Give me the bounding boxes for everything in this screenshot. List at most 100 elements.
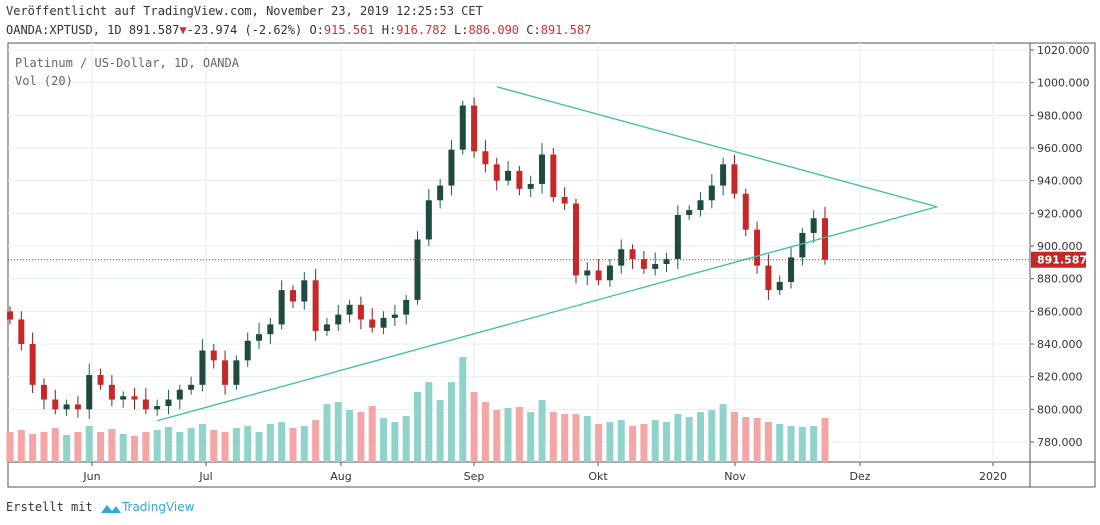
candle-body xyxy=(278,290,285,325)
candle-body xyxy=(210,350,217,361)
candle-body xyxy=(516,170,523,189)
volume-bar xyxy=(776,424,784,462)
volume-bar xyxy=(787,426,795,462)
candle-body xyxy=(52,399,59,410)
volume-bar xyxy=(719,404,727,462)
candle-body xyxy=(754,229,761,266)
volume-bar xyxy=(459,357,467,462)
volume-bar xyxy=(176,432,184,462)
volume-bar xyxy=(447,382,455,462)
volume-bar xyxy=(730,412,738,462)
volume-bar xyxy=(6,432,14,462)
low-label: L: xyxy=(454,23,469,37)
candle-body xyxy=(720,164,727,186)
down-triangle-icon: ▼ xyxy=(179,23,187,37)
last-price-label: 891.587 xyxy=(1037,254,1087,267)
candle-body xyxy=(142,399,149,410)
volume-bar xyxy=(595,424,603,462)
volume-bar xyxy=(402,416,410,462)
volume-bar xyxy=(663,422,671,462)
close-label: C: xyxy=(526,23,541,37)
volume-bar xyxy=(527,412,535,462)
price-tick-label: 920.000 xyxy=(1037,207,1083,220)
volume-bar xyxy=(583,416,591,462)
last-price: 891.587 xyxy=(128,23,180,37)
volume-bar xyxy=(74,432,82,462)
candle-body xyxy=(629,249,636,260)
high-value: 916.782 xyxy=(396,23,447,37)
tradingview-link[interactable]: TradingView xyxy=(121,500,195,514)
volume-bar xyxy=(312,420,320,462)
volume-bar xyxy=(63,435,71,462)
candle-body xyxy=(63,404,70,410)
time-tick-label: Jun xyxy=(82,470,100,483)
candle-body xyxy=(222,360,229,385)
price-tick-label: 1000.000 xyxy=(1037,77,1090,90)
volume-bar xyxy=(300,426,308,462)
candle-body xyxy=(108,384,115,400)
candle-body xyxy=(256,334,263,341)
candle-body xyxy=(584,270,591,276)
time-tick-label: Nov xyxy=(724,470,746,483)
volume-bar xyxy=(119,434,127,462)
candle-body xyxy=(188,384,195,390)
candle-body xyxy=(799,232,806,258)
candle-body xyxy=(7,311,13,320)
candle-body xyxy=(312,280,319,331)
volume-bar xyxy=(255,432,263,462)
candle-body xyxy=(425,200,432,240)
price-tick-label: 980.000 xyxy=(1037,109,1083,122)
volume-bar xyxy=(131,436,139,462)
high-label: H: xyxy=(381,23,397,37)
candle-body xyxy=(380,317,387,328)
volume-bar xyxy=(798,427,806,462)
candle-body xyxy=(505,170,512,181)
volume-bar xyxy=(108,429,116,462)
candle-body xyxy=(335,314,342,325)
volume-bar xyxy=(244,426,252,462)
time-tick-label: Dez xyxy=(849,470,870,483)
volume-bar xyxy=(17,430,25,462)
time-tick-label: 2020 xyxy=(979,470,1007,483)
legend-vol: Vol (20) xyxy=(15,74,73,88)
footer: Erstellt mit TradingView xyxy=(6,500,194,515)
price-tick-label: 800.000 xyxy=(1037,403,1083,416)
volume-bar xyxy=(764,422,772,462)
candle-body xyxy=(233,360,240,385)
volume-bar xyxy=(515,407,523,462)
volume-bar xyxy=(97,432,105,462)
volume-bar xyxy=(470,392,478,462)
time-tick-label: Okt xyxy=(588,470,608,483)
price-tick-label: 940.000 xyxy=(1037,175,1083,188)
candle-body xyxy=(86,375,93,410)
candle-body xyxy=(199,350,206,385)
volume-bar xyxy=(708,410,716,462)
candle-body xyxy=(357,304,364,320)
legend-title: Platinum / US-Dollar, 1D, OANDA xyxy=(15,56,240,70)
volume-bar xyxy=(164,427,172,462)
volume-bar xyxy=(629,426,637,462)
volume-bar xyxy=(85,426,93,462)
ohlc-line: OANDA:XPTUSD, 1D 891.587▼-23.974 (-2.62%… xyxy=(6,23,591,37)
time-tick-label: Jul xyxy=(198,470,212,483)
candle-body xyxy=(301,280,308,302)
volume-bar xyxy=(391,422,399,462)
candle-body xyxy=(822,218,828,260)
candle-body xyxy=(165,399,172,407)
volume-bar xyxy=(674,414,682,462)
candle-body xyxy=(674,214,681,260)
volume-bar xyxy=(51,428,59,462)
candle-body xyxy=(539,154,546,184)
volume-bar xyxy=(640,424,648,462)
candle-body xyxy=(527,183,534,189)
candle-body xyxy=(176,389,183,400)
candle-body xyxy=(493,164,500,181)
volume-bar xyxy=(606,422,614,462)
candle-body xyxy=(267,324,274,335)
candle-body xyxy=(652,263,659,269)
volume-bar xyxy=(493,410,501,462)
candle-body xyxy=(40,384,47,400)
candle-body xyxy=(369,319,376,328)
candle-body xyxy=(323,324,330,331)
